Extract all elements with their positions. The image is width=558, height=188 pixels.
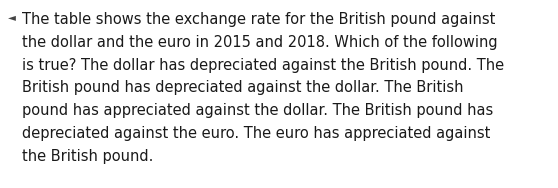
Text: British pound has depreciated against the dollar. The British: British pound has depreciated against th…: [22, 80, 464, 95]
Text: depreciated against the euro. The euro has appreciated against: depreciated against the euro. The euro h…: [22, 126, 490, 141]
Text: The table shows the exchange rate for the British pound against: The table shows the exchange rate for th…: [22, 12, 496, 27]
Text: ◄: ◄: [8, 12, 16, 22]
Text: the British pound.: the British pound.: [22, 149, 153, 164]
Text: pound has appreciated against the dollar. The British pound has: pound has appreciated against the dollar…: [22, 103, 493, 118]
Text: is true? The dollar has depreciated against the British pound. The: is true? The dollar has depreciated agai…: [22, 58, 504, 73]
Text: the dollar and the euro in 2015 and 2018. Which of the following: the dollar and the euro in 2015 and 2018…: [22, 35, 498, 50]
